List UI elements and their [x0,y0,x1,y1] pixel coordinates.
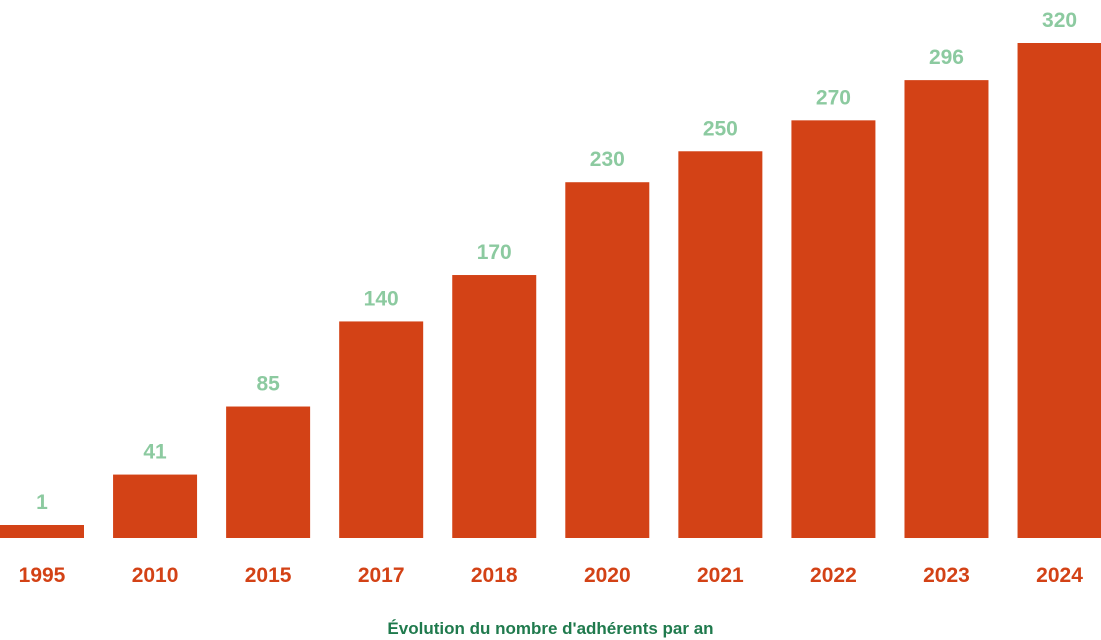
bar-2022 [791,120,876,538]
bar-2017 [339,321,424,538]
data-label-2023: 296 [929,46,964,69]
value-labels-group: 1 41 85 140 170 230 250 270 296 320 [36,9,1077,514]
data-label-2022: 270 [816,86,851,109]
x-tick-label-2024: 2024 [1036,564,1083,587]
data-label-2015: 85 [256,373,280,396]
x-tick-label-2020: 2020 [584,564,631,587]
data-label-2021: 250 [703,117,738,140]
x-tick-label-2021: 2021 [697,564,744,587]
bar-2023 [904,80,989,539]
x-tick-label-2017: 2017 [358,564,405,587]
bar-2015 [226,406,311,538]
bar-2010 [113,474,198,538]
x-tick-label-1995: 1995 [19,564,66,587]
x-axis-tick-labels: 1995 2010 2015 2017 2018 2020 2021 2022 2023 2024 [19,564,1084,587]
bar-1995 [0,525,84,538]
bar-2018 [452,275,537,538]
bars-group [0,43,1101,539]
bar-2020 [565,182,650,538]
x-tick-label-2018: 2018 [471,564,518,587]
x-tick-label-2023: 2023 [923,564,970,587]
data-label-1995: 1 [36,491,48,514]
data-label-2018: 170 [477,241,512,264]
data-label-2017: 140 [364,287,399,310]
x-tick-label-2022: 2022 [810,564,857,587]
x-tick-label-2010: 2010 [132,564,179,587]
data-label-2010: 41 [143,441,167,464]
data-label-2024: 320 [1042,9,1077,32]
bar-2024 [1017,43,1101,538]
bar-2021 [678,151,763,538]
data-label-2020: 230 [590,148,625,171]
x-tick-label-2015: 2015 [245,564,292,587]
chart-caption: Évolution du nombre d'adhérents par an [387,619,714,638]
